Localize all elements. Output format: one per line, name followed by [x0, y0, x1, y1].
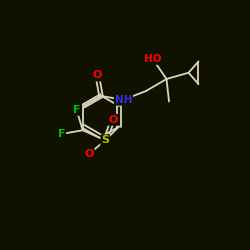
Text: NH: NH — [115, 95, 132, 105]
Text: HO: HO — [144, 54, 162, 64]
Text: F: F — [58, 129, 65, 139]
Text: F: F — [73, 105, 80, 115]
Text: O: O — [84, 149, 94, 159]
Text: O: O — [92, 70, 102, 81]
Text: O: O — [108, 115, 118, 125]
Text: S: S — [101, 135, 109, 145]
